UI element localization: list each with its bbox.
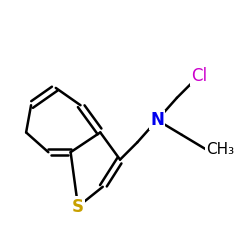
Text: Cl: Cl bbox=[191, 66, 207, 84]
Text: S: S bbox=[72, 198, 84, 216]
Text: CH₃: CH₃ bbox=[206, 142, 235, 157]
Text: N: N bbox=[150, 111, 164, 129]
